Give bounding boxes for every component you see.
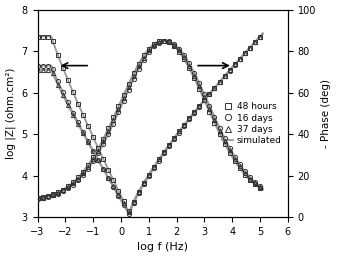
- Y-axis label: - Phase (deg): - Phase (deg): [321, 79, 332, 148]
- X-axis label: log f (Hz): log f (Hz): [137, 243, 188, 252]
- Legend: 48 hours, 16 days, 37 days, simulated: 48 hours, 16 days, 37 days, simulated: [220, 101, 283, 147]
- Y-axis label: log |Z| (ohm.cm²): log |Z| (ohm.cm²): [5, 68, 16, 159]
